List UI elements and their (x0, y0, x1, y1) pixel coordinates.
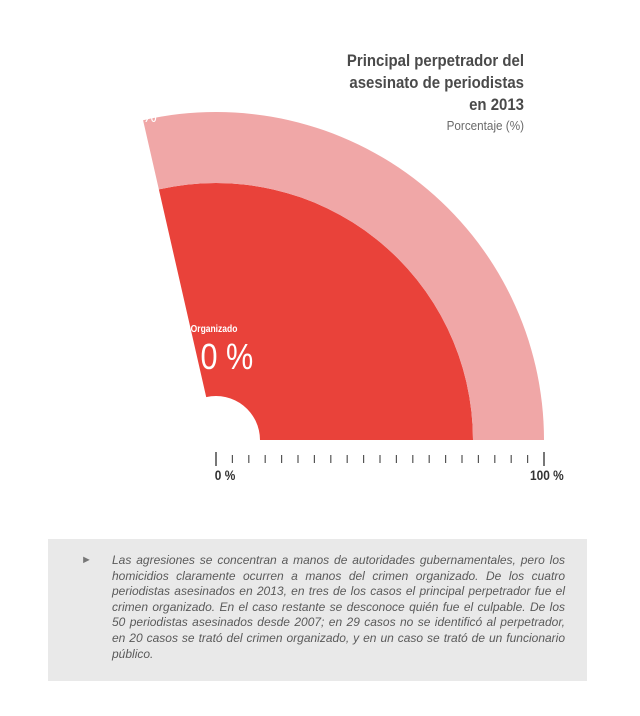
label-crimen-organizado: Crimen Organizado (159, 324, 238, 335)
chart-subtitle: Porcentaje (%) (446, 118, 524, 133)
segment-crimen-organizado (158, 182, 473, 440)
chart-title-block: Principal perpetrador del asesinato de p… (319, 50, 524, 133)
label-se-desconoce: Se desconoce (111, 94, 169, 105)
value-crimen-organizado: 75.0 % (158, 336, 254, 377)
axis-min-label: 0 % (214, 467, 236, 483)
note-bullet-icon: ► (81, 554, 92, 566)
note-box: ► Las agresiones se concentran a manos d… (48, 539, 587, 681)
axis-max-label: 100 % (529, 467, 564, 483)
note-text: Las agresiones se concentran a manos de … (112, 553, 565, 661)
chart-title: Principal perpetrador del asesinato de p… (346, 51, 524, 114)
radial-chart (143, 112, 545, 466)
value-se-desconoce: 25.0% (111, 106, 157, 127)
axis-ticks (215, 452, 545, 466)
segment-se-desconoce (143, 112, 544, 441)
